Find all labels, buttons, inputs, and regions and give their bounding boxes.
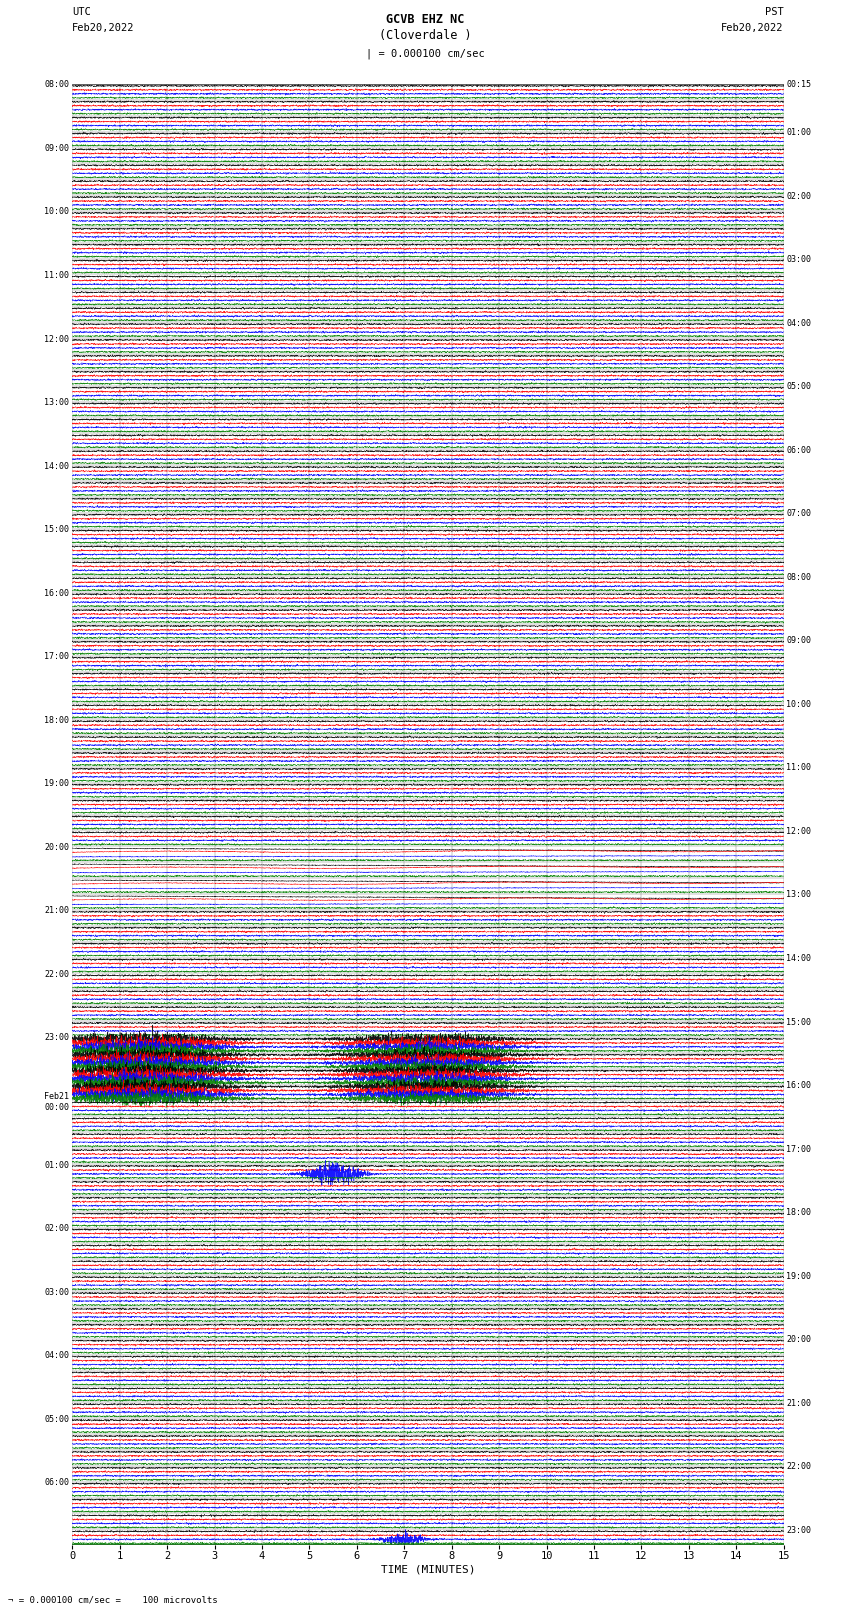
Text: Feb20,2022: Feb20,2022 bbox=[72, 24, 135, 34]
Text: Feb20,2022: Feb20,2022 bbox=[721, 24, 784, 34]
Text: (Cloverdale ): (Cloverdale ) bbox=[379, 29, 471, 42]
Text: | = 0.000100 cm/sec: | = 0.000100 cm/sec bbox=[366, 48, 484, 60]
Text: ¬ = 0.000100 cm/sec =    100 microvolts: ¬ = 0.000100 cm/sec = 100 microvolts bbox=[8, 1595, 218, 1605]
X-axis label: TIME (MINUTES): TIME (MINUTES) bbox=[381, 1565, 475, 1574]
Text: UTC: UTC bbox=[72, 6, 91, 16]
Text: PST: PST bbox=[765, 6, 784, 16]
Text: GCVB EHZ NC: GCVB EHZ NC bbox=[386, 13, 464, 26]
